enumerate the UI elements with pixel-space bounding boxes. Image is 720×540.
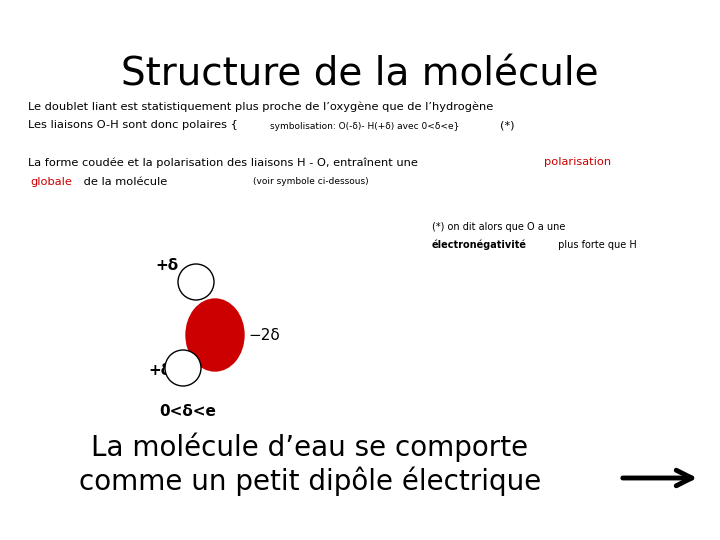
Text: électronégativité: électronégativité [432, 240, 527, 251]
Text: symbolisation: O(-δ)- H(+δ) avec 0<δ<e}: symbolisation: O(-δ)- H(+δ) avec 0<δ<e} [270, 122, 459, 131]
Text: Les liaisons O-H sont donc polaires {: Les liaisons O-H sont donc polaires { [28, 120, 238, 130]
Text: La molécule d’eau se comporte: La molécule d’eau se comporte [91, 432, 528, 462]
Text: La forme coudée et la polarisation des liaisons H - O, entraînent une: La forme coudée et la polarisation des l… [28, 157, 421, 167]
Text: de la molécule: de la molécule [80, 177, 171, 187]
Text: +δ: +δ [155, 258, 178, 273]
Text: globale: globale [30, 177, 72, 187]
Ellipse shape [186, 299, 244, 371]
Text: (*): (*) [500, 120, 515, 130]
Circle shape [165, 350, 201, 386]
Text: 0<δ<e: 0<δ<e [160, 404, 217, 419]
Text: comme un petit dipôle électrique: comme un petit dipôle électrique [79, 467, 541, 496]
Text: polarisation: polarisation [544, 157, 611, 167]
Text: −2δ: −2δ [248, 328, 280, 343]
Circle shape [178, 264, 214, 300]
Text: Structure de la molécule: Structure de la molécule [121, 55, 599, 93]
Text: (*) on dit alors que O a une: (*) on dit alors que O a une [432, 222, 565, 232]
Text: Le doublet liant est statistiquement plus proche de l’oxygène que de l’hydrogène: Le doublet liant est statistiquement plu… [28, 102, 493, 112]
Text: plus forte que H: plus forte que H [555, 240, 636, 250]
Text: (voir symbole ci-dessous): (voir symbole ci-dessous) [253, 177, 369, 186]
Text: +δ: +δ [148, 363, 171, 378]
